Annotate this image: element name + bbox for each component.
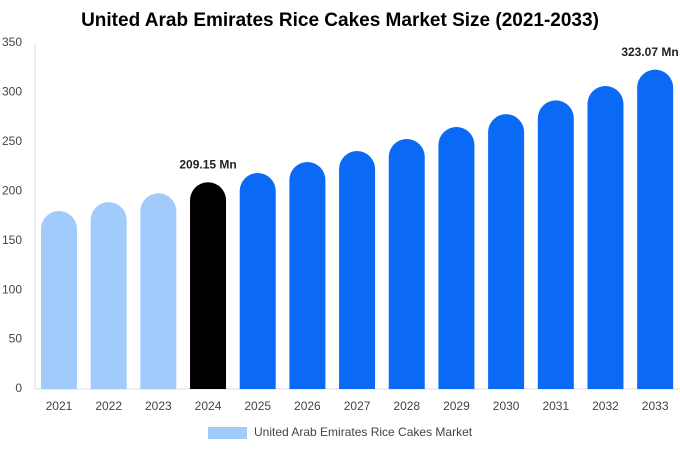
x-tick-label: 2033 <box>642 399 669 413</box>
data-label: 209.15 Mn <box>179 157 236 171</box>
x-tick-label: 2032 <box>592 399 619 413</box>
legend-swatch <box>208 427 247 439</box>
x-tick-label: 2025 <box>244 399 271 413</box>
bar <box>339 151 376 389</box>
bar <box>587 86 624 389</box>
x-tick-label: 2024 <box>195 399 222 413</box>
bar <box>637 69 674 390</box>
y-tick-label: 100 <box>2 282 22 296</box>
bar <box>140 193 177 389</box>
x-tick-label: 2029 <box>443 399 470 413</box>
bar <box>488 114 525 390</box>
bar <box>190 182 227 389</box>
bar <box>40 211 77 389</box>
x-tick-label: 2021 <box>46 399 73 413</box>
x-tick-label: 2028 <box>393 399 420 413</box>
y-tick-label: 200 <box>2 183 22 197</box>
legend-label: United Arab Emirates Rice Cakes Market <box>254 425 473 439</box>
bar <box>90 202 127 389</box>
y-tick-label: 50 <box>9 332 23 346</box>
bar <box>239 172 276 389</box>
y-tick-label: 250 <box>2 134 22 148</box>
bar <box>289 162 326 389</box>
data-label: 323.07 Mn <box>621 45 678 59</box>
x-tick-label: 2022 <box>95 399 122 413</box>
y-tick-label: 150 <box>2 233 22 247</box>
x-tick-label: 2026 <box>294 399 321 413</box>
x-tick-label: 2030 <box>493 399 520 413</box>
bar <box>388 138 425 389</box>
y-tick-label: 300 <box>2 85 22 99</box>
chart-title: United Arab Emirates Rice Cakes Market S… <box>81 10 599 31</box>
x-tick-label: 2023 <box>145 399 172 413</box>
x-tick-label: 2027 <box>344 399 371 413</box>
y-tick-label: 350 <box>2 35 22 49</box>
y-tick-label: 0 <box>15 381 22 395</box>
x-tick-label: 2031 <box>542 399 569 413</box>
bar <box>537 100 574 389</box>
bar <box>438 127 475 389</box>
